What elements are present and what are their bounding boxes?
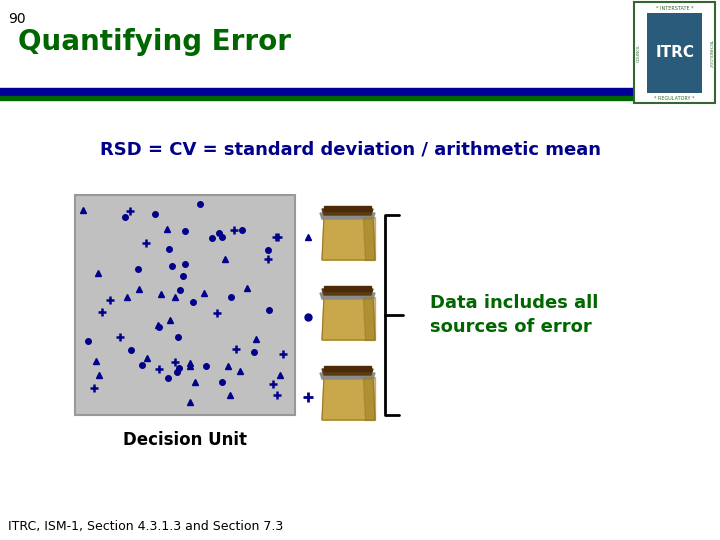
Polygon shape <box>363 297 375 340</box>
Bar <box>647 12 702 93</box>
Polygon shape <box>320 373 375 379</box>
Text: ITRC: ITRC <box>655 45 694 60</box>
Polygon shape <box>324 366 371 371</box>
Polygon shape <box>322 297 375 340</box>
Text: Quantifying Error: Quantifying Error <box>18 28 291 56</box>
Polygon shape <box>322 369 373 375</box>
Text: * INTERSTATE *: * INTERSTATE * <box>656 6 693 11</box>
Text: * REGULATORY *: * REGULATORY * <box>654 97 695 102</box>
Bar <box>75 195 295 415</box>
Text: COUNCIL: COUNCIL <box>637 43 641 62</box>
Text: TECHNOLOGY: TECHNOLOGY <box>708 38 712 67</box>
Polygon shape <box>363 377 375 420</box>
Text: ITRC, ISM-1, Section 4.3.1.3 and Section 7.3: ITRC, ISM-1, Section 4.3.1.3 and Section… <box>8 520 283 533</box>
Polygon shape <box>322 289 373 295</box>
Polygon shape <box>320 293 375 299</box>
Polygon shape <box>363 217 375 260</box>
Text: Data includes all
sources of error: Data includes all sources of error <box>430 294 598 336</box>
Polygon shape <box>324 286 371 291</box>
Polygon shape <box>322 209 373 215</box>
Text: Decision Unit: Decision Unit <box>123 431 247 449</box>
Polygon shape <box>322 217 375 260</box>
Polygon shape <box>324 206 371 211</box>
Polygon shape <box>322 377 375 420</box>
Text: 90: 90 <box>8 12 26 26</box>
Text: RSD = CV = standard deviation / arithmetic mean: RSD = CV = standard deviation / arithmet… <box>100 140 601 158</box>
Polygon shape <box>320 213 375 219</box>
